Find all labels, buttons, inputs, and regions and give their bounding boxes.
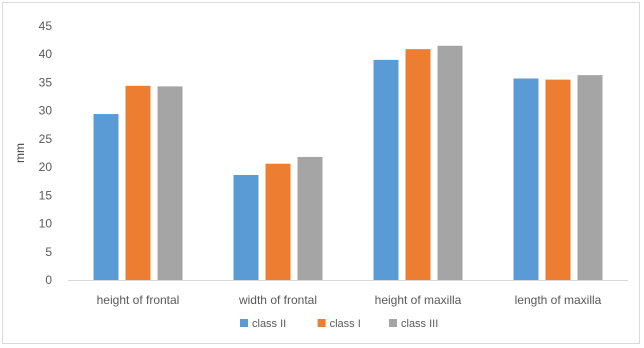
- bar-class-i: [545, 79, 571, 280]
- y-tick-label: 0: [45, 273, 52, 287]
- y-tick-label: 45: [39, 19, 53, 33]
- y-tick-label: 15: [39, 188, 53, 202]
- bar-class-i: [265, 163, 291, 280]
- bar-class-iii: [297, 156, 323, 280]
- y-tick-label: 25: [39, 132, 53, 146]
- bar-class-iii: [157, 86, 183, 280]
- x-category-label: length of maxilla: [515, 293, 602, 307]
- legend-label: class III: [401, 318, 438, 330]
- y-tick-label: 20: [39, 160, 53, 174]
- legend-swatch: [389, 319, 397, 327]
- legend-label: class II: [252, 318, 286, 330]
- bar-class-ii: [373, 59, 399, 280]
- bar-class-ii: [93, 114, 119, 280]
- y-tick-label: 30: [39, 104, 53, 118]
- y-tick-label: 10: [39, 217, 53, 231]
- y-axis-label: mm: [13, 143, 27, 163]
- y-tick-label: 35: [39, 75, 53, 89]
- category-labels: height of frontal width of frontal height …: [97, 293, 602, 307]
- legend: class II class I class III: [240, 318, 438, 330]
- x-category-label: height of maxilla: [375, 293, 462, 307]
- bar-class-ii: [513, 78, 539, 280]
- y-tick-label: 40: [39, 47, 53, 61]
- y-tick-label: 5: [45, 245, 52, 259]
- legend-label: class I: [330, 318, 361, 330]
- x-category-label: height of frontal: [97, 293, 180, 307]
- bar-class-ii: [233, 175, 259, 280]
- bar-class-iii: [437, 45, 463, 280]
- bar-class-i: [405, 49, 431, 280]
- legend-swatch: [240, 319, 248, 327]
- x-category-label: width of frontal: [238, 293, 317, 307]
- legend-swatch: [317, 319, 326, 327]
- y-axis-ticks: 0 5 10 15 20 25 30 35 40 45: [39, 19, 53, 287]
- bar-class-iii: [577, 75, 603, 281]
- bar-class-i: [125, 85, 151, 280]
- bars: [93, 45, 603, 281]
